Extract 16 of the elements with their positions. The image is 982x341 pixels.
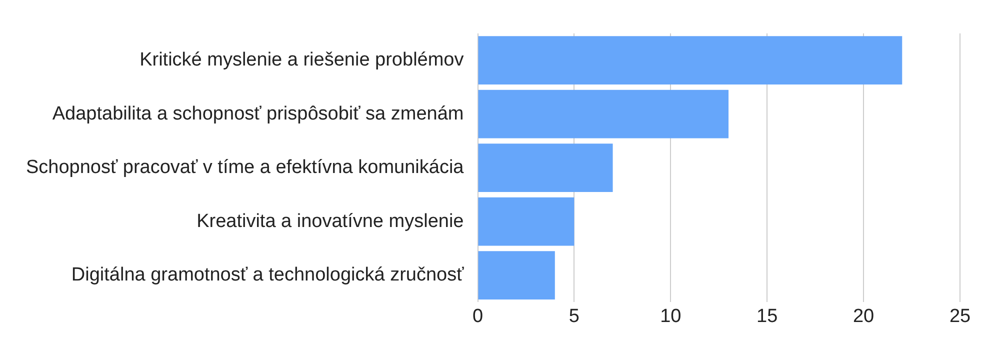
- y-tick-label: Adaptabilita a schopnosť prispôsobiť sa zmenám: [52, 103, 464, 124]
- bar: [478, 197, 574, 246]
- y-tick-label: Schopnosť pracovať v tíme a efektívna komunikácia: [26, 157, 464, 178]
- x-tick-label: 25: [949, 306, 971, 327]
- x-tick-label: 0: [472, 306, 484, 327]
- y-tick-label: Kritické myslenie a riešenie problémov: [140, 50, 464, 71]
- bar: [478, 36, 902, 84]
- bar: [478, 144, 613, 192]
- x-tick-label: 15: [756, 306, 778, 327]
- bar: [478, 251, 555, 300]
- y-tick-label: Digitálna gramotnosť a technologická zručnosť: [71, 264, 465, 286]
- x-tick-label: 20: [852, 306, 874, 327]
- x-tick-label: 5: [568, 306, 580, 327]
- x-tick-label: 10: [660, 306, 682, 327]
- y-tick-label: Kreativita a inovatívne myslenie: [196, 210, 464, 232]
- bar: [478, 90, 729, 138]
